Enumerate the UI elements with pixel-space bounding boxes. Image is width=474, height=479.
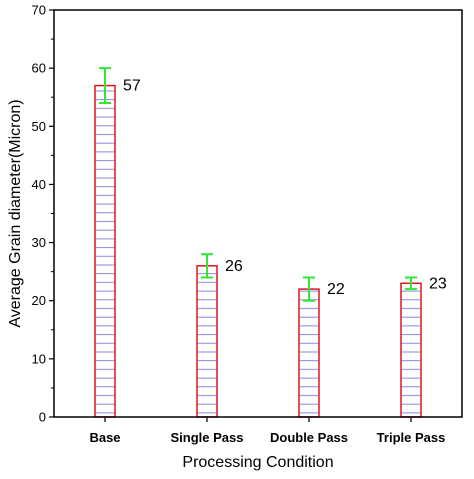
y-tick-label: 20	[32, 293, 46, 308]
data-label: 23	[429, 275, 447, 292]
y-axis-title: Average Grain diameter(Micron)	[7, 99, 24, 327]
bar-base	[94, 84, 116, 418]
bar-triple-pass	[400, 282, 422, 418]
axes-group	[49, 9, 463, 422]
y-tick-label: 60	[32, 61, 46, 76]
bar-single-pass	[196, 265, 218, 418]
x-tick-label: Triple Pass	[377, 430, 446, 445]
bar-double-pass	[298, 288, 320, 418]
y-tick-label: 0	[39, 410, 46, 425]
x-tick-label: Single Pass	[171, 430, 244, 445]
labels-group: 0 10 20 30 40 50 60 70 Base Single Pass Double Pas…	[32, 3, 447, 446]
y-tick-label: 70	[32, 3, 46, 18]
x-tick-label: Double Pass	[270, 430, 348, 445]
error-bars-group	[99, 67, 417, 302]
data-label: 57	[123, 78, 141, 95]
x-axis-title: Processing Condition	[182, 454, 333, 471]
y-tick-label: 30	[32, 235, 46, 250]
data-label: 26	[225, 258, 243, 275]
bars-group	[94, 84, 422, 418]
y-tick-label: 50	[32, 119, 46, 134]
y-tick-label: 40	[32, 177, 46, 192]
y-tick-label: 10	[32, 351, 46, 366]
x-tick-label: Base	[89, 430, 120, 445]
data-label: 22	[327, 281, 345, 298]
